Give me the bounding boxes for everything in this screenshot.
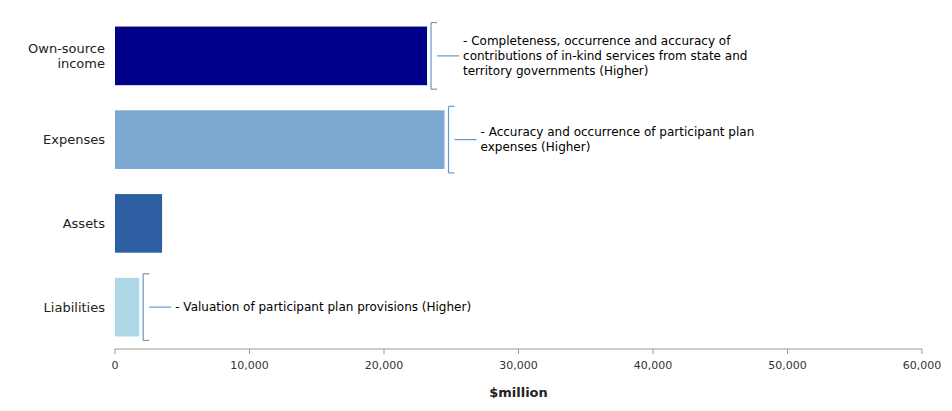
annotation: - Accuracy and occurrence of participant… [481, 125, 755, 154]
annotation: - Completeness, occurrence and accuracy … [463, 34, 747, 78]
x-tick [384, 349, 385, 354]
bracket-line [430, 23, 431, 90]
annotation: - Valuation of participant plan provisio… [175, 300, 471, 314]
annotation-line: territory governments (Higher) [463, 64, 648, 78]
chart-container: Own-sourceincome Expenses Assets Liabilitie… [0, 0, 952, 411]
x-axis-label: $million [489, 385, 548, 400]
annotation-line: - Valuation of participant plan provisio… [175, 300, 471, 314]
category-label-line: Assets [63, 216, 106, 231]
bracket-line [149, 307, 171, 308]
x-tick [115, 349, 116, 354]
annotation-line: contributions of in-kind services from s… [463, 49, 747, 63]
bar [115, 110, 445, 169]
bar [115, 27, 427, 86]
bar [115, 278, 139, 337]
category-label-line: income [57, 56, 105, 71]
category-label-line: Expenses [43, 132, 105, 147]
x-tick [518, 349, 519, 354]
category-label: Expenses [43, 132, 105, 147]
x-tick-label: 20,000 [365, 359, 404, 372]
annotation-line: - Completeness, occurrence and accuracy … [463, 34, 731, 48]
x-tick [249, 349, 250, 354]
annotation-line: expenses (Higher) [481, 140, 591, 154]
bracket-line [448, 106, 449, 173]
bracket-line [143, 274, 144, 341]
category-label: Liabilities [44, 300, 106, 315]
annotation-line: - Accuracy and occurrence of participant… [481, 125, 755, 139]
bar [115, 194, 162, 253]
bracket-line [449, 106, 455, 107]
annotation-bracket [431, 23, 459, 90]
annotation-bracket [143, 274, 171, 341]
category-label: Assets [63, 216, 106, 231]
category-label-line: Liabilities [44, 300, 106, 315]
x-tick-label: 50,000 [768, 359, 807, 372]
annotation-bracket [449, 106, 477, 173]
bracket-line [431, 22, 437, 23]
x-tick-label: 40,000 [634, 359, 673, 372]
bracket-line [449, 172, 455, 173]
x-tick [653, 349, 654, 354]
bracket-line [437, 55, 459, 56]
x-tick-label: 60,000 [903, 359, 942, 372]
x-tick-label: 0 [112, 359, 119, 372]
bracket-line [143, 273, 149, 274]
category-label-line: Own-source [28, 41, 105, 56]
bars [115, 27, 445, 337]
x-tick [922, 349, 923, 354]
bracket-line [455, 139, 477, 140]
x-tick-label: 10,000 [230, 359, 269, 372]
category-label: Own-sourceincome [28, 41, 105, 71]
chart: Own-sourceincome Expenses Assets Liabilitie… [0, 0, 952, 411]
bracket-line [143, 340, 149, 341]
bracket-line [431, 89, 437, 90]
x-tick [787, 349, 788, 354]
x-tick-label: 30,000 [499, 359, 538, 372]
